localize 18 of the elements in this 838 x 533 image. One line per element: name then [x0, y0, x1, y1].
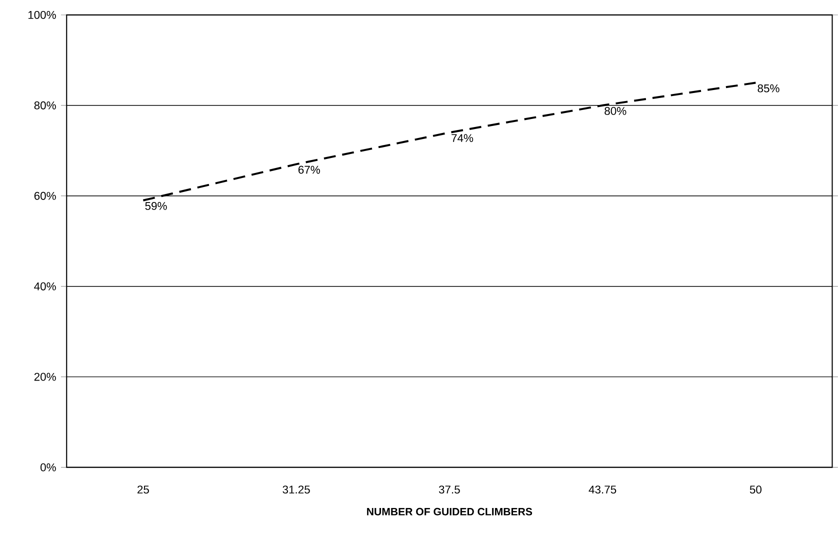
line-series [142, 82, 757, 202]
y-tick-label: 80% [34, 101, 56, 110]
data-label: 74% [452, 134, 474, 142]
data-label: 85% [758, 84, 780, 92]
y-tick-label: 100% [28, 10, 56, 19]
x-tick-label: 25 [138, 486, 149, 494]
y-tick-label: 0% [40, 463, 56, 472]
x-tick-label: 43.75 [588, 486, 616, 494]
y-tick-label: 60% [34, 192, 56, 200]
data-label: 67% [298, 166, 320, 174]
y-tick-label: 40% [34, 282, 56, 290]
x-tick-label: 50 [750, 486, 762, 494]
data-label: 59% [145, 202, 167, 210]
x-tick-label: 37.5 [438, 486, 460, 494]
x-tick-label: 31.25 [282, 486, 310, 494]
data-label: 80% [604, 107, 626, 115]
y-tick-label: 20% [34, 372, 56, 381]
x-axis-title: NUMBER OF GUIDED CLIMBERS [367, 508, 532, 516]
